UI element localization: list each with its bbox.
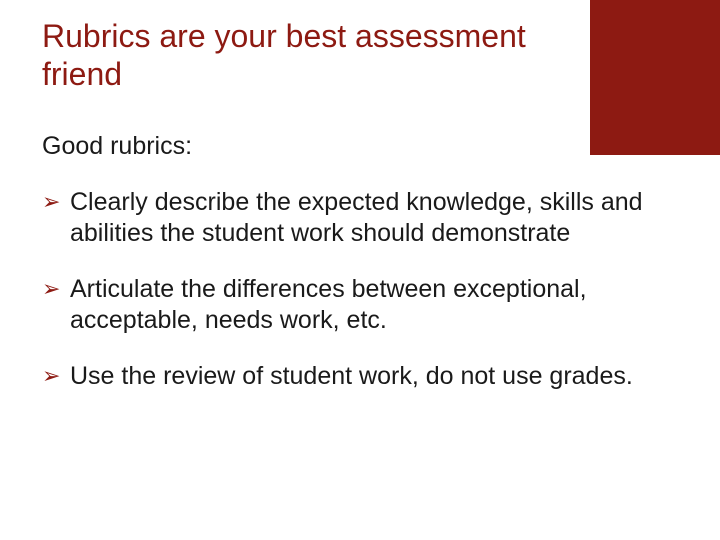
bullet-text: Articulate the differences between excep… (70, 275, 587, 334)
list-item: ➢ Clearly describe the expected knowledg… (42, 187, 652, 248)
bullet-text: Use the review of student work, do not u… (70, 362, 633, 390)
bullet-list: ➢ Clearly describe the expected knowledg… (42, 187, 652, 392)
chevron-right-icon: ➢ (42, 276, 60, 303)
chevron-right-icon: ➢ (42, 189, 60, 216)
body-area: Good rubrics: ➢ Clearly describe the exp… (42, 132, 652, 418)
subheading: Good rubrics: (42, 132, 652, 161)
slide: Rubrics are your best assessment friend … (0, 0, 720, 540)
chevron-right-icon: ➢ (42, 363, 60, 390)
slide-title: Rubrics are your best assessment friend (42, 18, 552, 94)
list-item: ➢ Articulate the differences between exc… (42, 274, 652, 335)
title-area: Rubrics are your best assessment friend (42, 18, 552, 94)
list-item: ➢ Use the review of student work, do not… (42, 361, 652, 392)
bullet-text: Clearly describe the expected knowledge,… (70, 188, 643, 247)
